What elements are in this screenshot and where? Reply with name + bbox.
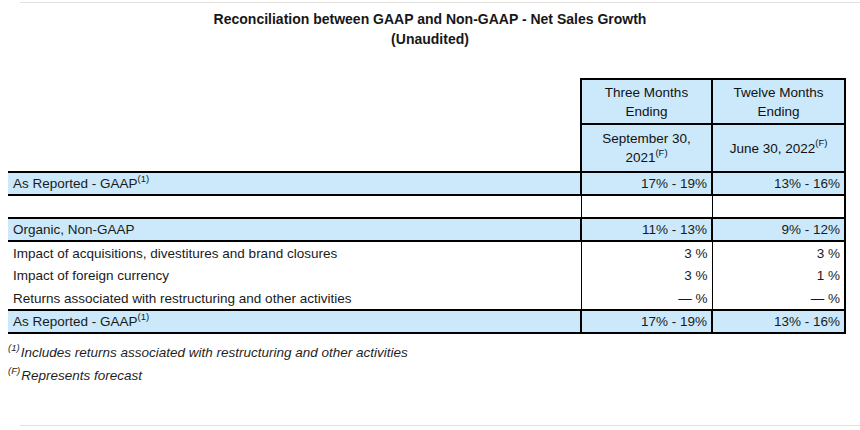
document-title: Reconciliation between GAAP and Non-GAAP… (0, 9, 860, 49)
row-label: As Reported - GAAP(1) (8, 310, 581, 333)
footnote-f-superscript: (F) (8, 365, 20, 376)
period-date-line2: 2021 (625, 150, 655, 165)
column-header-three-months: Three Months Ending (581, 79, 712, 124)
header-period-row: September 30, 2021(F) June 30, 2022(F) (8, 124, 845, 172)
column-header-label: Twelve Months Ending (727, 83, 831, 121)
title-line-1: Reconciliation between GAAP and Non-GAAP… (0, 9, 860, 29)
period-header-june-2022: June 30, 2022(F) (712, 124, 845, 172)
footnote-f-text: Represents forecast (21, 368, 142, 383)
period-date-line1: September 30, (602, 131, 691, 146)
footnote-reference-superscript: (1) (138, 173, 150, 184)
header-corner-spacer (8, 124, 581, 172)
row-value: 11% - 13% (581, 218, 712, 241)
row-value: 3 % (581, 241, 712, 264)
row-value: 13% - 16% (712, 172, 845, 195)
row-value: — % (581, 287, 712, 310)
table-row: Organic, Non-GAAP11% - 13%9% - 12% (8, 218, 845, 241)
forecast-superscript: (F) (815, 137, 827, 148)
row-label: Impact of foreign currency (8, 264, 581, 287)
table-header: Three Months Ending Twelve Months Ending… (8, 79, 845, 172)
header-group-row: Three Months Ending Twelve Months Ending (8, 79, 845, 124)
row-value (712, 195, 845, 218)
row-value: 9% - 12% (712, 218, 845, 241)
header-corner-spacer (8, 79, 581, 124)
column-header-label: Three Months Ending (595, 83, 699, 121)
forecast-superscript: (F) (655, 147, 667, 158)
row-value: 17% - 19% (581, 172, 712, 195)
row-label: As Reported - GAAP(1) (8, 172, 581, 195)
reconciliation-table: Three Months Ending Twelve Months Ending… (8, 78, 846, 334)
row-label: Organic, Non-GAAP (8, 218, 581, 241)
table-row: Impact of acquisitions, divestitures and… (8, 241, 845, 264)
row-value: 13% - 16% (712, 310, 845, 333)
row-value: — % (712, 287, 845, 310)
footnote-reference-superscript: (1) (138, 311, 150, 322)
table-body: As Reported - GAAP(1)17% - 19%13% - 16%O… (8, 172, 845, 333)
row-value: 17% - 19% (581, 310, 712, 333)
row-value: 3 % (581, 264, 712, 287)
row-value (581, 195, 712, 218)
footnote-1-superscript: (1) (8, 342, 20, 353)
page: { "title": { "line1": "Reconciliation be… (0, 0, 860, 430)
title-line-2: (Unaudited) (0, 29, 860, 49)
footnotes: (1)Includes returns associated with rest… (8, 341, 860, 387)
period-date-line1: June 30, 2022 (730, 141, 816, 156)
row-label (8, 195, 581, 218)
row-value: 3 % (712, 241, 845, 264)
table-row: As Reported - GAAP(1)17% - 19%13% - 16% (8, 172, 845, 195)
horizontal-rule-top (20, 2, 860, 3)
footnote-1: (1)Includes returns associated with rest… (8, 341, 860, 364)
column-header-twelve-months: Twelve Months Ending (712, 79, 845, 124)
horizontal-rule-bottom (20, 425, 860, 426)
spacer-row (8, 195, 845, 218)
period-header-september-2021: September 30, 2021(F) (581, 124, 712, 172)
row-value: 1 % (712, 264, 845, 287)
row-label: Returns associated with restructuring an… (8, 287, 581, 310)
table-row: Impact of foreign currency3 %1 % (8, 264, 845, 287)
row-label: Impact of acquisitions, divestitures and… (8, 241, 581, 264)
table-row: Returns associated with restructuring an… (8, 287, 845, 310)
footnote-1-text: Includes returns associated with restruc… (21, 345, 408, 360)
footnote-f: (F)Represents forecast (8, 364, 860, 387)
table-row: As Reported - GAAP(1)17% - 19%13% - 16% (8, 310, 845, 333)
